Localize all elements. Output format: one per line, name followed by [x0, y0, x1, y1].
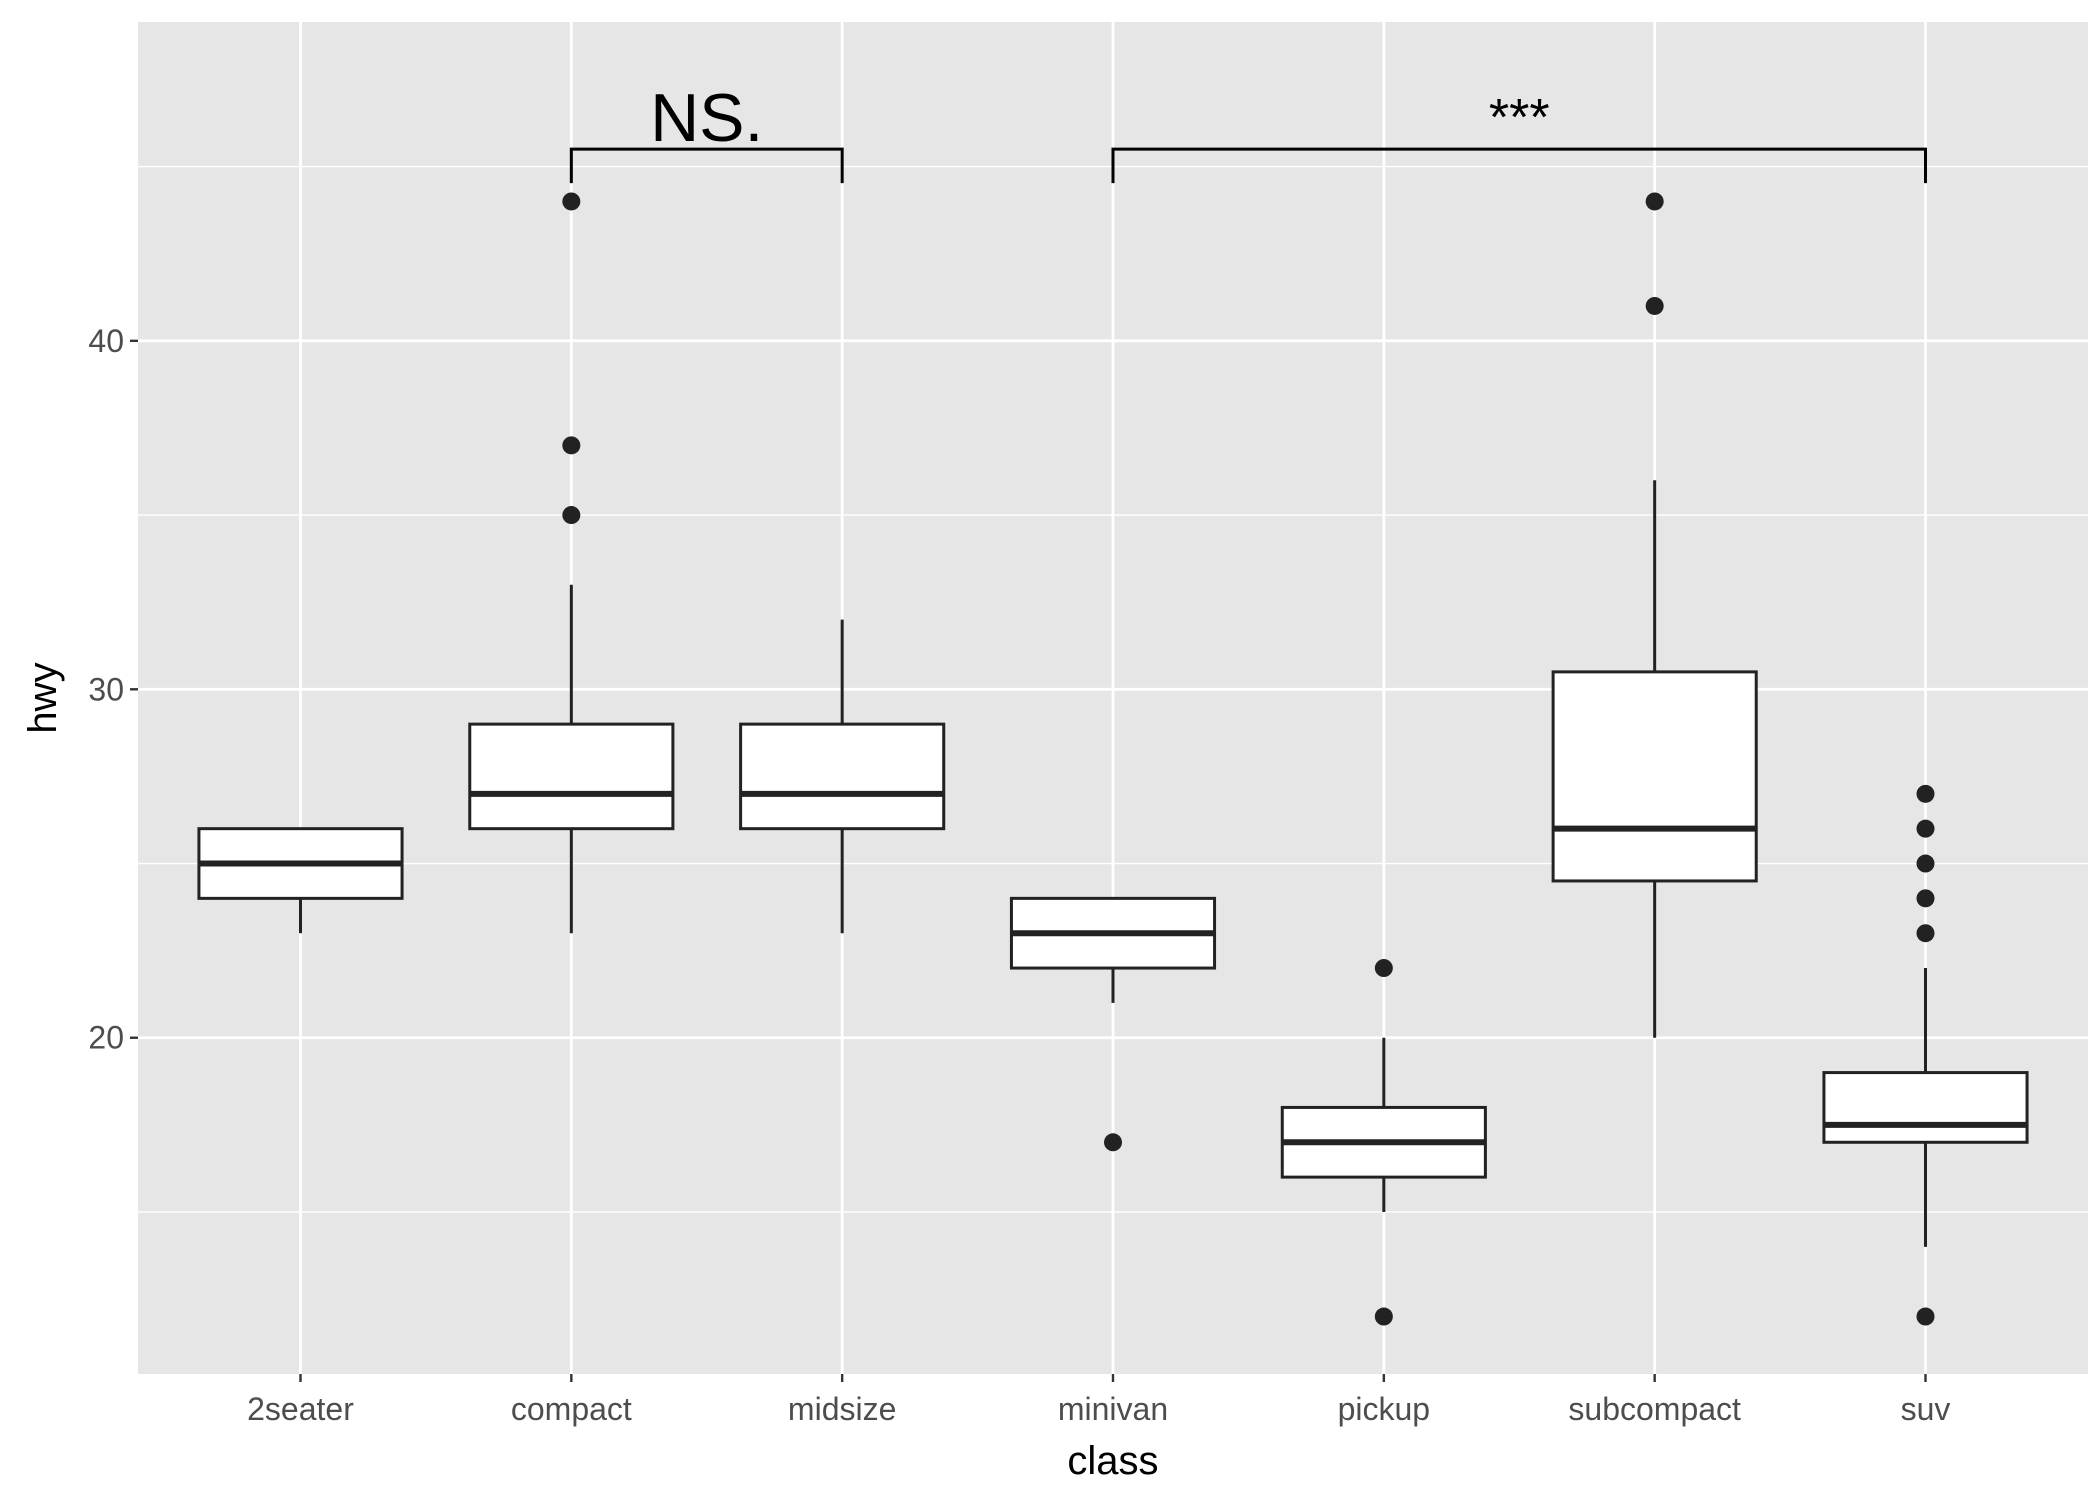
box-body	[739, 722, 946, 831]
x-tick-label: minivan	[1058, 1391, 1168, 1427]
box-body	[468, 722, 675, 831]
box-compact	[468, 192, 675, 934]
outlier-point	[1916, 924, 1935, 943]
box-body	[1822, 1071, 2029, 1144]
box-minivan	[1009, 896, 1217, 1152]
box-midsize	[739, 619, 946, 934]
box-pickup	[1280, 959, 1487, 1326]
significance-annotations: NS. ***	[569, 80, 1927, 184]
outlier-point	[1916, 854, 1935, 873]
outlier-point	[1645, 192, 1664, 211]
x-axis: 2seater compact midsize minivan pickup subcom…	[247, 1374, 1950, 1427]
x-tick-label: pickup	[1338, 1391, 1431, 1427]
outlier-point	[1374, 959, 1393, 978]
boxes-layer	[197, 192, 2029, 1326]
box-2seater	[197, 827, 404, 934]
box-subcompact	[1551, 192, 1758, 1038]
bracket-1: NS.	[569, 80, 844, 184]
x-tick-label: compact	[511, 1391, 632, 1427]
bracket-line	[1111, 147, 1927, 184]
bracket-2: ***	[1111, 89, 1927, 184]
y-axis: 20 30 40	[88, 323, 138, 1056]
bracket-line	[569, 147, 844, 184]
y-tick-label: 30	[88, 671, 124, 707]
x-tick-label: 2seater	[247, 1391, 354, 1427]
y-axis-title: hwy	[21, 662, 65, 733]
outlier-point	[1916, 784, 1935, 803]
box-body	[1551, 670, 1758, 883]
x-tick-label: midsize	[788, 1391, 896, 1427]
outlier-point	[562, 436, 581, 455]
y-tick-label: 20	[88, 1020, 124, 1056]
significance-label: NS.	[650, 80, 763, 156]
outlier-point	[562, 192, 581, 211]
outlier-point	[1916, 889, 1935, 908]
outlier-point	[1916, 1307, 1935, 1326]
outlier-point	[1645, 296, 1664, 315]
x-tick-label: suv	[1901, 1391, 1951, 1427]
significance-label: ***	[1489, 89, 1550, 147]
outlier-point	[1104, 1133, 1122, 1152]
x-axis-title: class	[1067, 1439, 1158, 1483]
box-suv	[1822, 784, 2029, 1326]
outlier-point	[1916, 819, 1935, 838]
x-tick-label: subcompact	[1568, 1391, 1741, 1427]
outlier-point	[562, 506, 581, 525]
y-tick-label: 40	[88, 323, 124, 359]
outlier-point	[1374, 1307, 1393, 1326]
